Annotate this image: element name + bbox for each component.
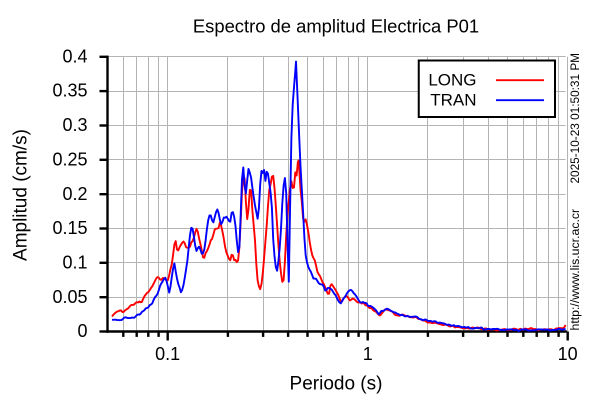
svg-text:0.1: 0.1 (155, 344, 180, 364)
svg-text:0.35: 0.35 (52, 81, 87, 101)
svg-text:0.3: 0.3 (62, 115, 87, 135)
svg-text:0.2: 0.2 (62, 184, 87, 204)
svg-text:0.15: 0.15 (52, 218, 87, 238)
svg-text:Periodo (s): Periodo (s) (290, 374, 383, 395)
svg-text:0.4: 0.4 (62, 46, 87, 66)
svg-text:0.05: 0.05 (52, 287, 87, 307)
svg-text:10: 10 (558, 344, 578, 364)
svg-text:1: 1 (363, 344, 373, 364)
svg-text:http://www.lis.ucr.ac.cr: http://www.lis.ucr.ac.cr (568, 209, 582, 331)
svg-text:Espectro de amplitud Electrica: Espectro de amplitud Electrica P01 (193, 16, 479, 37)
svg-text:TRAN: TRAN (430, 90, 476, 109)
svg-text:Amplitud (cm/s): Amplitud (cm/s) (11, 129, 32, 261)
svg-text:2025-10-23 01:50:31 PM: 2025-10-23 01:50:31 PM (568, 53, 582, 184)
svg-text:0.1: 0.1 (62, 252, 87, 272)
svg-text:0.25: 0.25 (52, 149, 87, 169)
svg-text:0: 0 (77, 321, 87, 341)
svg-text:LONG: LONG (428, 71, 476, 90)
